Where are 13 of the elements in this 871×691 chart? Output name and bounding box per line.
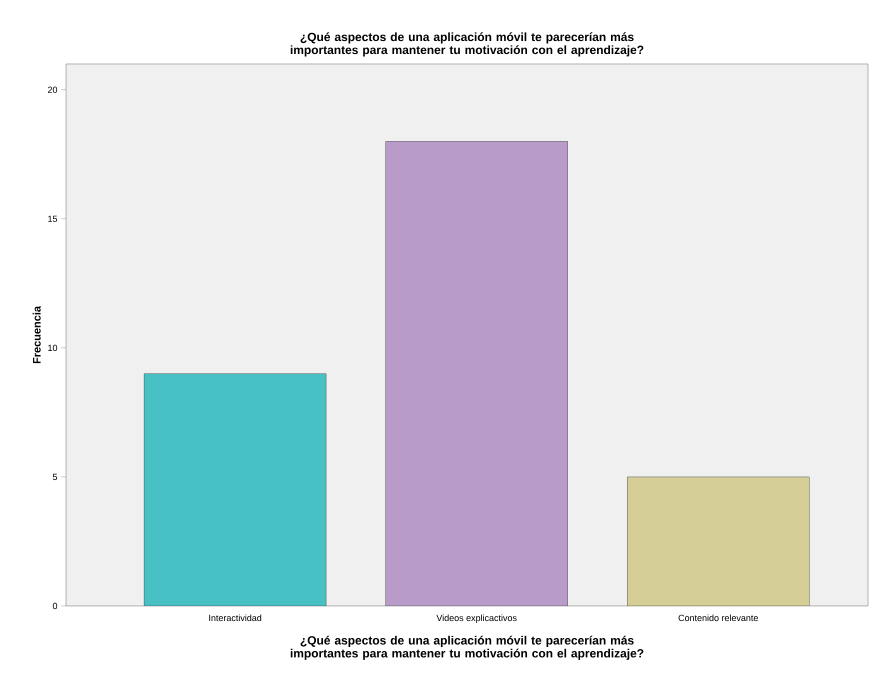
x-tick-label: Contenido relevante — [678, 614, 758, 622]
x-tick-label: Interactividad — [209, 614, 262, 622]
y-tick-label: 10 — [48, 344, 58, 352]
y-tick-label: 0 — [52, 602, 58, 610]
bar — [385, 141, 568, 606]
bar — [627, 476, 810, 606]
y-tick-label: 20 — [48, 86, 58, 93]
x-tick-label: Videos explicactivos — [436, 614, 517, 623]
x-axis-title: ¿Qué aspectos de una aplicación móvil te parecerían más importantes para mantener tu motivación con el aprendizaje? — [290, 636, 644, 660]
y-axis-title: Frecuencia — [32, 306, 41, 364]
y-tick-label: 5 — [52, 474, 58, 480]
chart-title: ¿Qué aspectos de una aplicación móvil te parecerían más importantes para mantener tu motivación con el aprendizaje? — [290, 32, 644, 56]
y-tick-label: 15 — [48, 216, 58, 222]
